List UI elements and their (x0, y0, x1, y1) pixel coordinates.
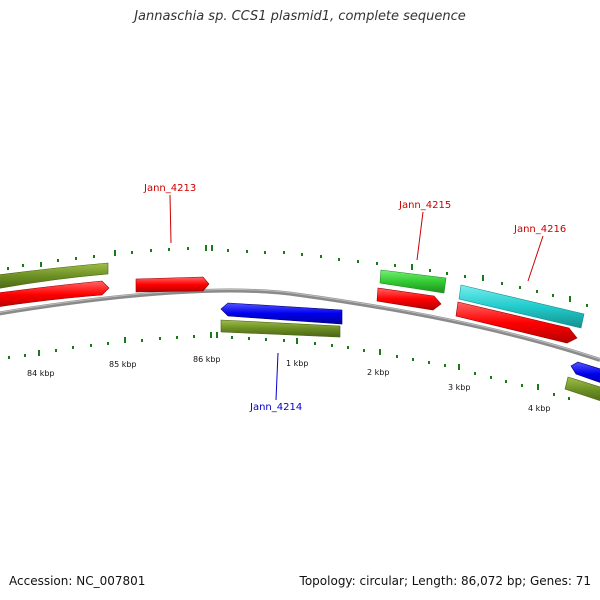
map-title: Jannaschia sp. CCS1 plasmid1, complete s… (134, 9, 466, 24)
backbone-highlight (0, 289, 600, 360)
scale-label-4kbp: 4 kbp (528, 404, 550, 413)
accession-text: Accession: NC_007801 (9, 574, 146, 588)
scale-label-86kbp: 86 kbp (193, 355, 221, 364)
cds-jann-4216[interactable] (455, 301, 578, 344)
leader-jann-4213 (169, 194, 172, 244)
outer-tick-marks (7, 245, 588, 307)
gene-label-jann-4213[interactable]: Jann_4213 (143, 183, 196, 194)
gene-label-jann-4215[interactable]: Jann_4215 (398, 200, 451, 211)
leader-jann-4216 (527, 235, 544, 282)
cds-jann-4215[interactable] (376, 287, 442, 311)
gene-label-jann-4216[interactable]: Jann_4216 (513, 224, 566, 235)
backbone-ring (0, 288, 600, 362)
cds-jann-4213[interactable] (135, 276, 210, 293)
cds-arrow-left[interactable] (0, 280, 110, 308)
scale-label-85kbp: 85 kbp (109, 360, 137, 369)
feature-olive-left[interactable] (0, 262, 109, 290)
summary-text: Topology: circular; Length: 86,072 bp; G… (299, 574, 591, 588)
leader-jann-4215 (416, 211, 424, 261)
feature-olive-jann-4214[interactable] (220, 319, 341, 338)
scale-label-3kbp: 3 kbp (448, 383, 470, 392)
inner-tick-marks (8, 332, 570, 400)
leader-jann-4214 (275, 352, 279, 401)
gene-label-jann-4214[interactable]: Jann_4214 (249, 402, 302, 413)
scale-label-2kbp: 2 kbp (367, 368, 389, 377)
feature-olive-right[interactable] (564, 376, 600, 404)
scale-label-1kbp: 1 kbp (286, 359, 308, 368)
feature-green-jann-4215[interactable] (379, 269, 447, 294)
scale-label-84kbp: 84 kbp (27, 369, 55, 378)
cds-jann-4214[interactable] (220, 302, 343, 325)
cds-blue-right[interactable] (570, 361, 600, 386)
feature-cyan-jann-4216[interactable] (458, 284, 585, 329)
